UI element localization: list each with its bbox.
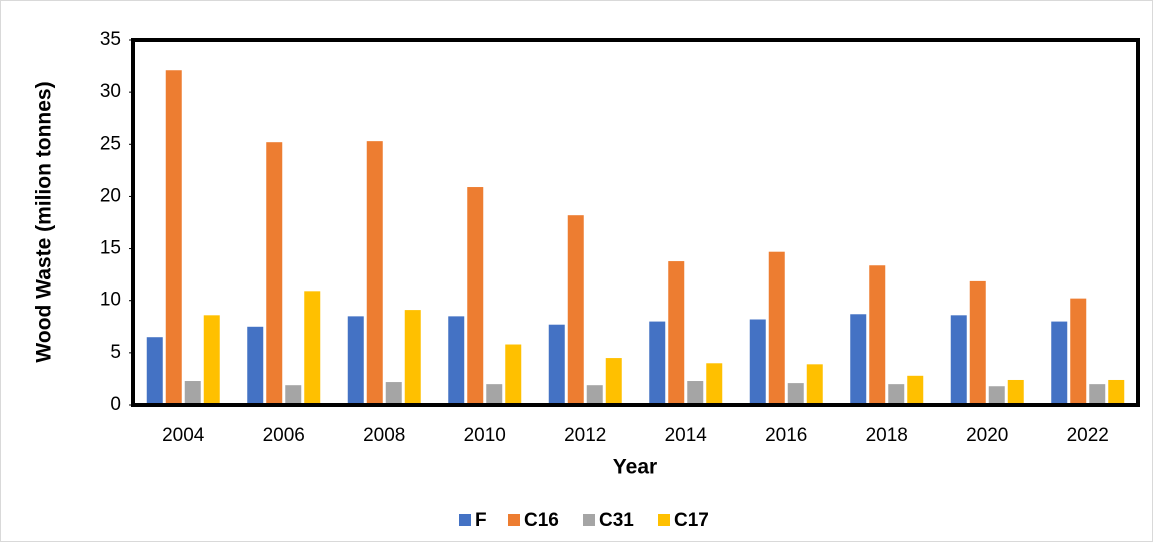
legend-label: C16 (524, 510, 559, 531)
legend-swatch (508, 514, 520, 526)
bar (668, 261, 685, 405)
y-tick-label: 30 (100, 81, 121, 102)
x-tick-label: 2014 (665, 425, 708, 446)
x-tick-label: 2010 (464, 425, 506, 446)
bar (1108, 379, 1125, 405)
legend-label: C31 (599, 510, 634, 531)
bar (347, 316, 364, 405)
x-tick-label: 2008 (363, 425, 405, 446)
bar (404, 310, 421, 405)
bar (950, 315, 967, 405)
legend-swatch (658, 514, 670, 526)
bar (184, 381, 201, 405)
bar (806, 364, 823, 405)
x-tick-label: 2016 (765, 425, 807, 446)
bar (687, 381, 704, 405)
bar (146, 337, 163, 405)
bar (988, 386, 1005, 405)
bar (548, 324, 565, 405)
bar (304, 291, 321, 405)
bar (266, 142, 283, 405)
y-tick-label: 20 (100, 185, 121, 206)
bar (486, 384, 503, 405)
bar (706, 363, 723, 405)
bar (907, 375, 924, 405)
y-axis-label: Wood Waste (milion tonnes) (33, 81, 56, 362)
bar (787, 383, 804, 405)
x-tick-label: 2022 (1067, 425, 1109, 446)
y-tick-label: 15 (100, 238, 121, 259)
bar (505, 344, 522, 405)
legend-swatch (583, 514, 595, 526)
bar (1070, 298, 1087, 405)
x-tick-label: 2012 (564, 425, 606, 446)
plot-frame (131, 38, 1140, 407)
bar (448, 316, 465, 405)
legend-swatch (459, 514, 471, 526)
legend-label: C17 (674, 510, 709, 531)
y-tick-label: 5 (110, 342, 121, 363)
x-tick-label: 2020 (966, 425, 1008, 446)
bar (869, 265, 886, 405)
bar (1007, 379, 1024, 405)
bar (749, 319, 766, 405)
y-tick-label: 35 (100, 29, 121, 50)
bar (165, 70, 182, 405)
bar (285, 385, 302, 405)
bar (888, 384, 905, 405)
x-axis-label: Year (613, 456, 657, 479)
y-tick-label: 25 (100, 133, 121, 154)
bar (586, 385, 603, 405)
y-tick-label: 0 (110, 394, 121, 415)
bar (567, 215, 584, 405)
bar (385, 382, 402, 405)
x-tick-label: 2006 (263, 425, 305, 446)
bar (1089, 384, 1106, 405)
bar (1051, 321, 1068, 405)
y-tick-label: 10 (100, 290, 121, 311)
bar (366, 141, 383, 405)
bar (605, 358, 622, 405)
x-tick-label: 2018 (866, 425, 908, 446)
bar (969, 280, 986, 405)
legend-label: F (475, 510, 487, 531)
bar (247, 326, 264, 405)
bar (203, 315, 220, 405)
bar (850, 314, 867, 405)
x-tick-label: 2004 (162, 425, 205, 446)
bar (768, 251, 785, 405)
bar (649, 321, 666, 405)
bar (467, 187, 484, 405)
